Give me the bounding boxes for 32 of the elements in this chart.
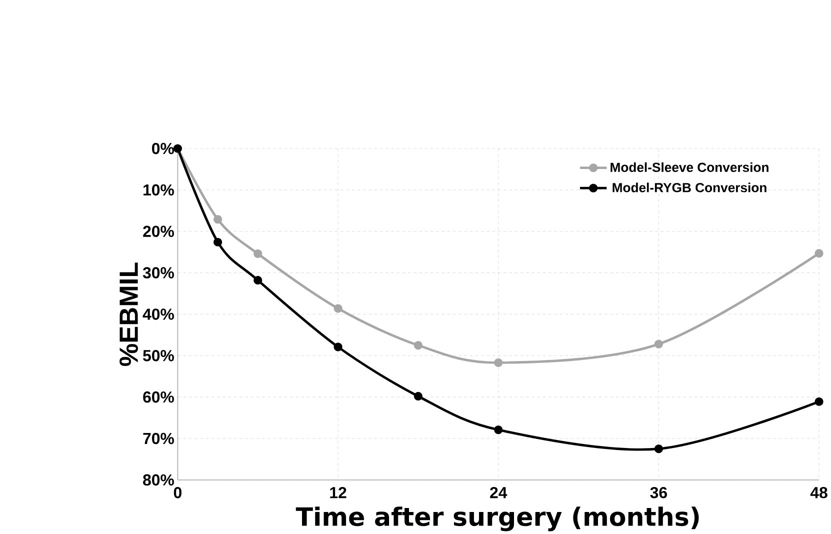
point xyxy=(414,340,423,350)
x-axis-title: Time after surgery (months) xyxy=(296,506,699,532)
y-tick-label: 10% xyxy=(144,184,174,196)
x-tick-label: 24 xyxy=(490,486,508,498)
legend-label: Model-RYGB Conversion xyxy=(612,182,766,192)
point xyxy=(494,358,503,367)
point xyxy=(494,425,503,434)
point xyxy=(814,248,824,258)
y-tick-label: 80% xyxy=(143,474,174,486)
y-tick-label: 20% xyxy=(143,226,174,237)
x-tick-label: 36 xyxy=(650,486,667,498)
point xyxy=(213,238,222,246)
legend-label: Model-Sleeve Conversion xyxy=(610,162,768,172)
y-tick-label: 40% xyxy=(142,308,174,320)
point xyxy=(254,276,262,284)
x-tick-label: 0 xyxy=(174,486,182,498)
point xyxy=(334,342,342,352)
y-axis-title: %EBMIL xyxy=(120,262,138,366)
point xyxy=(213,214,222,224)
y-tick-label: 70% xyxy=(143,432,174,444)
y-tick-label: 50% xyxy=(143,350,174,362)
x-tick-label: 48 xyxy=(810,486,828,498)
point xyxy=(254,249,262,258)
y-tick-label: 60% xyxy=(143,391,174,403)
point xyxy=(654,444,664,453)
y-tick-label: 0% xyxy=(152,142,174,154)
point xyxy=(334,304,342,313)
point xyxy=(654,340,664,348)
point xyxy=(814,397,824,406)
point xyxy=(414,392,423,400)
y-tick-label: 30% xyxy=(142,266,174,278)
x-tick-label: 12 xyxy=(330,486,346,498)
